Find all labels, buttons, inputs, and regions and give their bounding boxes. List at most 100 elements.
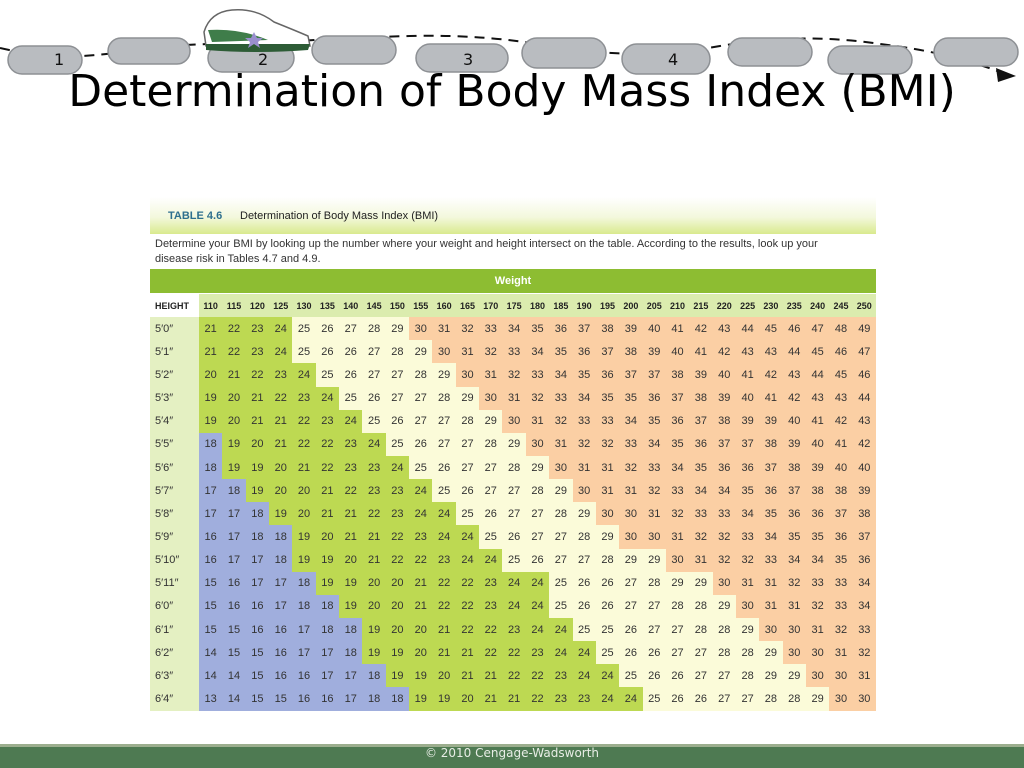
bmi-value-cell: 19 — [222, 433, 245, 456]
weight-header-cell: 160 — [432, 294, 455, 317]
weight-header-cell: 250 — [853, 294, 876, 317]
bmi-value-cell: 19 — [292, 549, 315, 572]
bmi-value-cell: 37 — [736, 433, 759, 456]
bmi-value-cell: 20 — [199, 363, 222, 386]
bmi-value-cell: 26 — [339, 340, 362, 363]
bmi-value-cell: 29 — [573, 502, 596, 525]
bmi-value-cell: 27 — [409, 387, 432, 410]
bmi-value-cell: 23 — [432, 549, 455, 572]
bmi-value-cell: 29 — [526, 456, 549, 479]
bmi-value-cell: 44 — [783, 340, 806, 363]
bmi-value-cell: 19 — [409, 687, 432, 710]
bmi-value-cell: 16 — [222, 572, 245, 595]
bmi-value-cell: 19 — [386, 641, 409, 664]
bmi-value-cell: 32 — [689, 525, 712, 548]
bmi-value-cell: 21 — [456, 641, 479, 664]
height-cell: 5′1″ — [150, 340, 199, 363]
bmi-value-cell: 32 — [573, 433, 596, 456]
bmi-value-cell: 23 — [362, 479, 385, 502]
bmi-value-cell: 40 — [736, 387, 759, 410]
bmi-value-cell: 28 — [526, 479, 549, 502]
bmi-value-cell: 19 — [409, 664, 432, 687]
bmi-value-cell: 28 — [713, 641, 736, 664]
table-row: 5′8″ 17 17 18 19 20 21 21 22 23 24 24 25 26 27 27 28 29 30… — [150, 502, 876, 525]
bmi-value-cell: 34 — [806, 549, 829, 572]
bmi-value-cell: 24 — [549, 618, 572, 641]
bmi-value-cell: 16 — [269, 618, 292, 641]
bmi-value-cell: 22 — [502, 641, 525, 664]
bmi-value-cell: 18 — [222, 479, 245, 502]
bmi-value-cell: 21 — [222, 363, 245, 386]
bmi-value-cell: 39 — [853, 479, 876, 502]
bmi-value-cell: 32 — [806, 595, 829, 618]
bmi-value-cell: 27 — [479, 456, 502, 479]
bmi-value-cell: 19 — [386, 664, 409, 687]
bmi-value-cell: 21 — [269, 410, 292, 433]
bmi-value-cell: 28 — [666, 595, 689, 618]
bmi-grid: HEIGHT 110 115 120 125 130 135 140 145 150 155 160 1… — [150, 294, 876, 711]
bmi-value-cell: 35 — [643, 410, 666, 433]
height-cell: 5′7″ — [150, 479, 199, 502]
bmi-value-cell: 47 — [853, 340, 876, 363]
bmi-value-cell: 16 — [316, 687, 339, 710]
bmi-value-cell: 29 — [386, 317, 409, 340]
bmi-value-cell: 31 — [596, 456, 619, 479]
bmi-value-cell: 24 — [409, 502, 432, 525]
bmi-value-cell: 35 — [619, 387, 642, 410]
weight-header-cell: 145 — [362, 294, 385, 317]
bmi-value-cell: 37 — [643, 363, 666, 386]
weight-header-cell: 220 — [713, 294, 736, 317]
bmi-value-cell: 37 — [853, 525, 876, 548]
bmi-value-cell: 24 — [526, 595, 549, 618]
bmi-value-cell: 37 — [689, 410, 712, 433]
bmi-value-cell: 36 — [689, 433, 712, 456]
bmi-value-cell: 40 — [713, 363, 736, 386]
bmi-value-cell: 29 — [736, 618, 759, 641]
bmi-value-cell: 17 — [292, 641, 315, 664]
slide-title: Determination of Body Mass Index (BMI) — [0, 66, 1024, 118]
bmi-value-cell: 21 — [362, 525, 385, 548]
bmi-value-cell: 36 — [783, 502, 806, 525]
bmi-value-cell: 23 — [246, 340, 269, 363]
bmi-value-cell: 20 — [222, 410, 245, 433]
bmi-value-cell: 37 — [759, 456, 782, 479]
bmi-value-cell: 29 — [643, 549, 666, 572]
bmi-value-cell: 31 — [829, 641, 852, 664]
bmi-value-cell: 26 — [643, 641, 666, 664]
bmi-value-cell: 30 — [643, 525, 666, 548]
bmi-value-cell: 28 — [573, 525, 596, 548]
bmi-value-cell: 29 — [432, 363, 455, 386]
bmi-value-cell: 24 — [269, 317, 292, 340]
bmi-value-cell: 43 — [783, 363, 806, 386]
weight-header-cell: 190 — [573, 294, 596, 317]
bmi-value-cell: 23 — [573, 687, 596, 710]
bmi-value-cell: 17 — [246, 572, 269, 595]
bmi-value-cell: 26 — [316, 340, 339, 363]
bmi-value-cell: 22 — [386, 549, 409, 572]
bmi-value-cell: 20 — [316, 525, 339, 548]
bmi-value-cell: 37 — [573, 317, 596, 340]
weight-header-cell: 215 — [689, 294, 712, 317]
bmi-value-cell: 26 — [666, 664, 689, 687]
bmi-value-cell: 30 — [502, 410, 525, 433]
bmi-value-cell: 37 — [596, 340, 619, 363]
bmi-value-cell: 33 — [549, 387, 572, 410]
bmi-value-cell: 24 — [502, 595, 525, 618]
weight-header-cell: 180 — [526, 294, 549, 317]
bmi-value-cell: 22 — [479, 641, 502, 664]
bmi-value-cell: 20 — [222, 387, 245, 410]
bmi-value-cell: 18 — [269, 525, 292, 548]
bmi-value-cell: 42 — [689, 317, 712, 340]
table-number: TABLE 4.6 — [168, 210, 222, 222]
bmi-value-cell: 28 — [456, 410, 479, 433]
bmi-value-cell: 27 — [502, 502, 525, 525]
bmi-value-cell: 21 — [316, 479, 339, 502]
bmi-value-cell: 19 — [292, 525, 315, 548]
bmi-value-cell: 33 — [736, 525, 759, 548]
bmi-value-cell: 28 — [549, 502, 572, 525]
bmi-value-cell: 19 — [246, 456, 269, 479]
bmi-value-cell: 30 — [409, 317, 432, 340]
bmi-value-cell: 29 — [806, 687, 829, 710]
bmi-value-cell: 34 — [526, 340, 549, 363]
bmi-value-cell: 32 — [643, 479, 666, 502]
